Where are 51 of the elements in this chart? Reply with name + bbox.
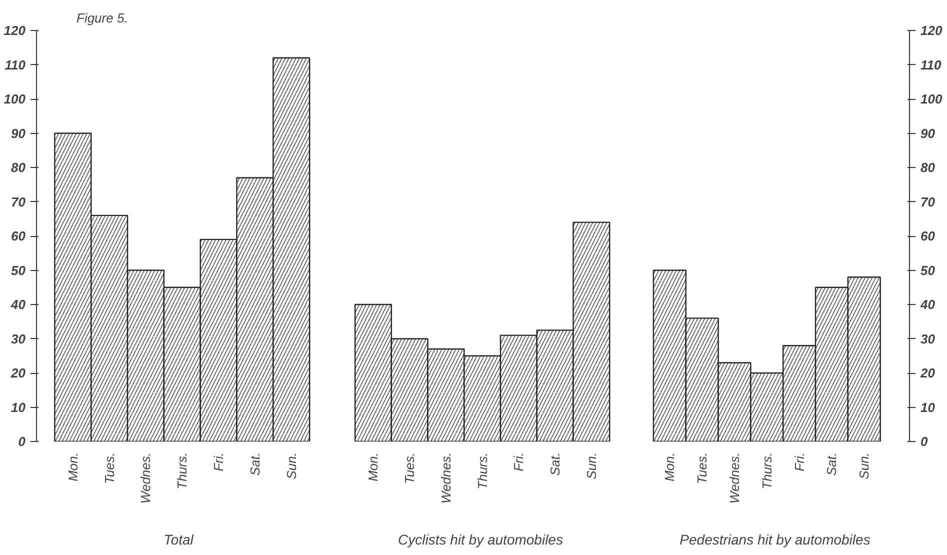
x-tick-label: Tues. — [694, 452, 710, 484]
x-tick-label: Mon. — [366, 452, 381, 482]
y2-tick-label: 60 — [920, 228, 936, 244]
y2-tick-label: 50 — [920, 262, 936, 278]
y2-tick-label: 90 — [920, 126, 936, 141]
y-tick-label: 120 — [4, 23, 26, 38]
y2-tick-label: 0 — [920, 434, 928, 449]
y2-tick-label: 30 — [920, 331, 936, 346]
x-tick-label: Sat. — [824, 452, 840, 476]
y2-tick-label: 10 — [920, 400, 936, 415]
x-tick-label: Sat. — [247, 452, 262, 476]
x-axis-title: Pedestrians hit by automobiles — [680, 532, 870, 548]
y2-tick-label: 20 — [920, 366, 936, 380]
x-tick-label: Fri. — [792, 452, 807, 472]
x-tick-label: Wednes. — [438, 452, 454, 504]
y-tick-label: 30 — [11, 331, 26, 346]
x-tick-label: Sat. — [548, 452, 563, 476]
x-axis-title: Cyclists hit by automobiles — [398, 532, 563, 548]
x-tick-label: Mon. — [65, 452, 80, 482]
x-tick-label: Thurs. — [174, 452, 190, 490]
x-tick-label: Mon. — [662, 452, 678, 482]
x-tick-label: Sun. — [584, 452, 599, 480]
y2-tick-label: 120 — [920, 23, 943, 38]
chart-title: Figure 5. — [76, 10, 128, 26]
y-tick-label: 50 — [11, 262, 26, 278]
x-tick-label: Wednes. — [138, 452, 154, 504]
x-tick-label: Wednes. — [726, 452, 742, 504]
x-tick-label: Thurs. — [474, 452, 490, 490]
y-tick-label: 20 — [10, 366, 26, 380]
y2-tick-label: 80 — [920, 160, 936, 175]
x-tick-label: Tues. — [102, 452, 117, 484]
x-tick-label: Sun. — [284, 452, 299, 480]
x-tick-label: Fri. — [511, 452, 526, 472]
x-tick-label: Thurs. — [759, 452, 774, 490]
x-axis-title: Total — [164, 532, 194, 548]
y2-tick-label: 70 — [920, 194, 936, 210]
y-tick-label: 70 — [11, 194, 26, 210]
y-tick-label: 100 — [4, 92, 26, 106]
x-tick-label: Fri. — [211, 452, 226, 472]
y-tick-label: 110 — [4, 57, 26, 72]
y2-tick-label: 40 — [920, 297, 936, 312]
y2-tick-label: 100 — [920, 92, 943, 106]
x-tick-label: Sun. — [856, 452, 872, 480]
y-tick-label: 80 — [11, 160, 26, 175]
y2-tick-label: 110 — [920, 57, 942, 72]
x-tick-label: Tues. — [402, 452, 418, 484]
y-tick-label: 0 — [18, 434, 26, 449]
y-tick-label: 10 — [11, 400, 26, 415]
y-tick-label: 60 — [11, 228, 26, 244]
y-tick-label: 90 — [11, 126, 26, 141]
y-tick-label: 40 — [10, 297, 26, 312]
